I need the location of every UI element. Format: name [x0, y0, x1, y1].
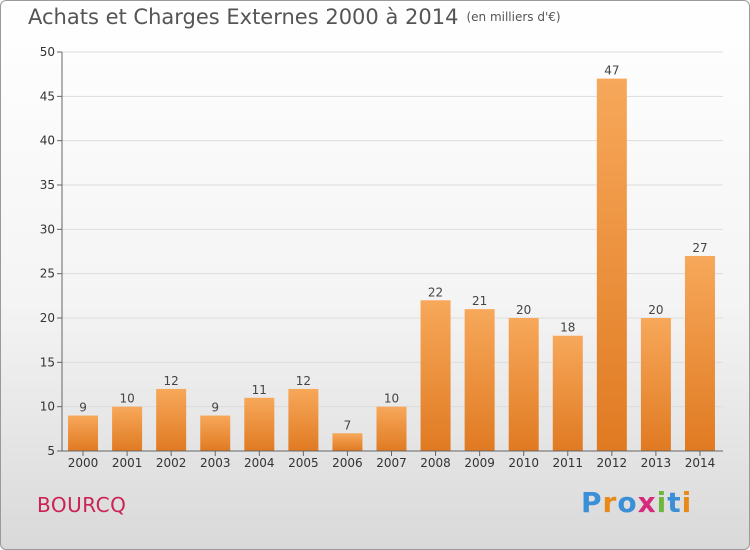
- x-tick-label: 2003: [200, 456, 231, 470]
- x-tick-label: 2012: [597, 456, 628, 470]
- y-tick-label: 40: [40, 134, 55, 148]
- logo-letter: i: [681, 486, 693, 519]
- bar: [112, 406, 143, 451]
- chart-title-text: Achats et Charges Externes 2000 à 2014: [28, 5, 459, 29]
- unit-label: (en milliers d'€): [466, 10, 561, 24]
- x-tick-label: 2001: [112, 456, 143, 470]
- y-tick-label: 35: [40, 178, 55, 192]
- data-label: 22: [428, 285, 443, 299]
- x-tick-label: 2000: [68, 456, 99, 470]
- bar: [420, 300, 451, 451]
- x-tick-label: 2006: [332, 456, 363, 470]
- bars: [68, 78, 715, 451]
- x-tick-label: 2013: [641, 456, 672, 470]
- logo-letter: t: [667, 486, 682, 519]
- y-tick-label: 5: [47, 444, 55, 458]
- data-label: 12: [296, 374, 311, 388]
- bar: [464, 309, 495, 451]
- chart-title: Achats et Charges Externes 2000 à 2014 (e…: [28, 5, 561, 29]
- y-tick-labels: 5 10 15 20 25 30 35 40 45 50: [40, 45, 55, 458]
- logo-letter: o: [617, 486, 638, 519]
- bar: [288, 388, 319, 451]
- data-labels: 9 10 12 9 11 12 7 10 22 21 20 18 47 20 27: [79, 64, 707, 433]
- data-label: 12: [164, 374, 179, 388]
- x-tick-label: 2014: [685, 456, 716, 470]
- x-tick-label: 2010: [508, 456, 539, 470]
- data-label: 20: [648, 303, 663, 317]
- data-label: 27: [692, 241, 707, 255]
- bar: [156, 388, 187, 451]
- bar: [640, 318, 671, 451]
- data-label: 11: [252, 383, 267, 397]
- commune-name: BOURCQ: [37, 493, 127, 517]
- data-label: 7: [344, 418, 352, 432]
- y-tick-label: 30: [40, 222, 55, 236]
- data-label: 20: [516, 303, 531, 317]
- bar: [376, 406, 407, 451]
- data-label: 10: [384, 392, 399, 406]
- x-tick-label: 2011: [552, 456, 583, 470]
- x-tick-label: 2002: [156, 456, 187, 470]
- logo-letter: x: [637, 486, 657, 519]
- axes: [57, 51, 723, 456]
- data-label: 18: [560, 321, 575, 335]
- data-label: 47: [604, 64, 619, 78]
- bar: [332, 433, 363, 451]
- y-tick-label: 20: [40, 311, 55, 325]
- x-tick-label: 2004: [244, 456, 275, 470]
- bar: [684, 255, 715, 451]
- y-tick-label: 50: [40, 45, 55, 59]
- data-label: 9: [211, 401, 219, 415]
- y-tick-label: 45: [40, 89, 55, 103]
- bar: [596, 78, 627, 451]
- x-tick-labels: 2000 2001 2002 2003 2004 2005 2006 2007 2008 2009…: [68, 456, 715, 470]
- data-label: 10: [119, 392, 134, 406]
- bar: [200, 415, 231, 451]
- bar: [508, 318, 539, 451]
- x-tick-label: 2007: [376, 456, 407, 470]
- bar: [244, 397, 275, 451]
- logo-letter: P: [581, 486, 603, 519]
- y-tick-label: 25: [40, 267, 55, 281]
- bar: [68, 415, 99, 451]
- bar: [552, 335, 583, 451]
- y-tick-label: 15: [40, 355, 55, 369]
- x-tick-label: 2008: [420, 456, 451, 470]
- x-tick-label: 2009: [464, 456, 495, 470]
- logo-letter: i: [656, 486, 668, 519]
- x-tick-label: 2005: [288, 456, 319, 470]
- data-label: 21: [472, 294, 487, 308]
- y-tick-label: 10: [40, 400, 55, 414]
- logo-letter: r: [602, 486, 618, 519]
- data-label: 9: [79, 401, 87, 415]
- proxiti-logo: Proxiti: [581, 486, 692, 519]
